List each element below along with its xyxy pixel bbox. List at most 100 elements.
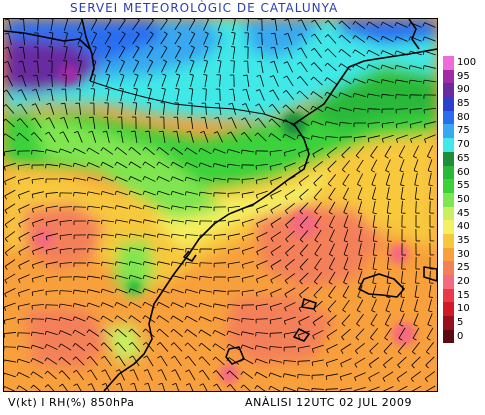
legend-label: 60: [457, 166, 470, 178]
wind-barb-flag: [58, 356, 62, 361]
wind-barb-flag: [16, 345, 19, 350]
wind-barb-flag: [120, 73, 125, 76]
wind-barb-staff: [269, 332, 283, 334]
wind-barb-staff: [8, 19, 12, 31]
wind-barb-staff: [387, 256, 389, 270]
wind-barb-staff: [88, 329, 100, 337]
wind-barb-flag: [17, 180, 20, 185]
wind-barb-flag: [343, 282, 348, 285]
wind-barb-flag: [269, 320, 272, 325]
wind-barb-staff: [60, 330, 72, 336]
wind-barb-staff: [314, 243, 322, 255]
wind-barb-staff: [4, 231, 16, 239]
wind-barb-flag: [73, 383, 78, 387]
wind-barb-staff: [312, 161, 324, 169]
wind-barb-staff: [116, 247, 128, 251]
wind-barb-flag: [128, 302, 132, 306]
wind-barb-flag: [19, 46, 24, 49]
legend-swatch: [443, 288, 454, 303]
wind-barb-staff: [22, 61, 26, 73]
wind-barb-flag: [370, 155, 375, 159]
wind-barb-flag: [31, 194, 34, 199]
wind-barb-flag: [206, 19, 209, 20]
wind-barb-flag: [17, 165, 20, 170]
wind-barb-staff: [412, 342, 420, 352]
wind-barb-staff: [269, 346, 283, 348]
wind-barb-flag: [358, 212, 363, 215]
wind-barb-staff: [372, 243, 376, 255]
wind-barb-flag: [86, 342, 90, 347]
wind-barb-staff: [88, 302, 100, 308]
wind-barb-flag: [74, 116, 79, 119]
wind-barb-staff: [326, 147, 338, 155]
wind-barb-staff: [230, 131, 238, 143]
wind-barb-staff: [400, 187, 404, 199]
wind-barb-flag: [343, 240, 349, 243]
wind-barb-staff: [287, 33, 293, 45]
wind-barb-flag: [328, 211, 333, 215]
wind-barb-flag: [137, 19, 140, 21]
wind-barb-flag: [198, 356, 203, 360]
wind-barb-flag: [45, 264, 48, 269]
wind-barb-staff: [243, 132, 253, 142]
wind-barb-staff: [74, 329, 86, 337]
wind-barb-staff: [385, 159, 391, 171]
wind-barb-staff: [383, 342, 393, 352]
wind-barb-staff: [256, 190, 268, 196]
wind-barb-staff: [410, 121, 422, 125]
legend-row: 50: [443, 192, 485, 207]
wind-barb-staff: [32, 260, 44, 266]
wind-barb-staff: [372, 201, 376, 213]
wind-barb-flag: [105, 87, 110, 90]
wind-barb-flag: [394, 50, 397, 55]
wind-barb-flag: [342, 295, 347, 299]
wind-barb-flag: [114, 275, 117, 280]
wind-barb-staff: [298, 345, 310, 349]
wind-barb-flag: [373, 226, 378, 228]
wind-barb-staff: [59, 177, 73, 181]
wind-barb-flag: [170, 302, 173, 307]
wind-barb-flag: [255, 292, 258, 297]
wind-barb-staff: [32, 232, 44, 238]
wind-barb-flag: [17, 89, 22, 92]
wind-barb-staff: [4, 288, 16, 294]
wind-barb-flag: [184, 275, 187, 280]
wind-barb-flag: [341, 336, 345, 341]
wind-barb-staff: [424, 134, 436, 140]
wind-barb-flag: [158, 382, 163, 385]
wind-barb-flag: [86, 302, 89, 307]
wind-barb-staff: [227, 304, 241, 306]
wind-barb-staff: [4, 359, 16, 363]
wind-barb-flag: [310, 47, 315, 52]
wind-barb-staff: [428, 173, 432, 185]
wind-barb-flag: [121, 45, 126, 49]
wind-barb-flag: [422, 22, 425, 27]
wind-barb-flag: [394, 36, 397, 41]
wind-barb-staff: [358, 257, 362, 269]
wind-barb-staff: [32, 218, 44, 224]
wind-barb-staff: [105, 61, 111, 73]
wind-barb-flag: [329, 267, 333, 271]
wind-barb-staff: [200, 147, 212, 155]
wind-barb-flag: [172, 130, 177, 133]
wind-barb-flag: [324, 48, 329, 52]
wind-barb-staff: [328, 285, 336, 297]
wind-barb-staff: [116, 288, 128, 294]
wind-barb-flag: [177, 45, 182, 49]
wind-barb-flag: [170, 328, 174, 333]
wind-barb-staff: [400, 173, 404, 185]
wind-barb-staff: [270, 190, 282, 196]
wind-barb-staff: [398, 327, 406, 339]
wind-barb-staff: [22, 32, 26, 46]
wind-barb-staff: [218, 103, 222, 115]
wind-barb-staff: [398, 145, 406, 157]
wind-barb-flag: [142, 275, 145, 280]
wind-barb-flag: [184, 289, 187, 294]
wind-barb-flag: [366, 35, 370, 40]
wind-barb-flag: [62, 60, 67, 62]
wind-barb-staff: [59, 247, 73, 251]
wind-barb-staff: [199, 206, 213, 208]
wind-barb-flag: [384, 337, 389, 341]
wind-barb-flag: [148, 59, 153, 63]
coastline: [4, 19, 437, 391]
